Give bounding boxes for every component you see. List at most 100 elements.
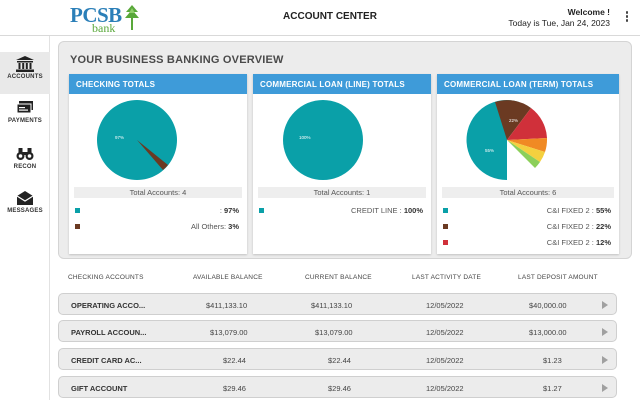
page-title: ACCOUNT CENTER [283,11,377,22]
last-deposit-amount: $1.23 [543,356,562,365]
legend-value: 22% [595,222,611,231]
column-header-last-activity[interactable]: LAST ACTIVITY DATE [412,274,481,281]
sidebar-item-recon[interactable]: RECON [0,142,50,184]
chevron-right-icon[interactable] [602,328,608,336]
sidebar-item-label: PAYMENTS [8,118,42,124]
date-text: Today is Tue, Jan 24, 2023 [508,18,610,28]
legend-value: 12% [595,238,611,247]
legend-name: All Others: [191,222,227,231]
legend-text: : 97% [219,206,239,215]
legend-text: C&I FIXED 2 : 22% [547,222,611,232]
available-balance: $411,133.10 [206,301,248,310]
current-balance: $22.44 [328,356,351,365]
legend-name: CREDIT LINE : [351,206,402,215]
legend-swatch [443,224,448,229]
legend-item: C&I FIXED 2 : 22% [443,222,611,232]
available-balance: $22.44 [223,356,246,365]
legend-swatch [443,208,448,213]
legend-name: C&I FIXED 2 : [546,206,594,215]
last-deposit-amount: $1.27 [543,384,562,393]
current-balance: $13,079.00 [315,328,353,337]
envelope-icon [16,191,34,205]
sidebar-item-payments[interactable]: PAYMENTS [0,96,50,138]
account-name: OPERATING ACCO... [71,301,146,310]
last-activity-date: 12/05/2022 [426,384,464,393]
account-name: CREDIT CARD AC... [71,356,142,365]
sidebar-item-messages[interactable]: MESSAGES [0,186,50,228]
kebab-menu-icon[interactable] [624,11,630,25]
legend-value: 100% [403,206,423,215]
sidebar-item-label: MESSAGES [7,208,43,214]
app-header: PCSB bank ACCOUNT CENTER Welcome ! Today… [0,0,640,36]
account-row[interactable]: CREDIT CARD AC... $22.44 $22.44 12/05/20… [58,348,617,370]
chevron-right-icon[interactable] [602,356,608,364]
checking-pie-chart: 97% [96,100,177,180]
total-accounts: Total Accounts: 4 [74,187,242,198]
account-name: PAYROLL ACCOUN... [71,328,147,337]
legend-name: C&I FIXED 2 : [546,238,594,247]
pcsb-logo[interactable]: PCSB bank [70,3,150,35]
pie-slice-4 [507,138,548,152]
legend-text: C&I FIXED 2 : 12% [547,238,611,248]
legend-value: 97% [223,206,239,215]
chevron-right-icon[interactable] [602,301,608,309]
account-row[interactable]: PAYROLL ACCOUN... $13,079.00 $13,079.00 … [58,320,617,342]
account-row[interactable]: GIFT ACCOUNT $29.46 $29.46 12/05/2022 $1… [58,376,617,398]
sidebar-item-label: RECON [13,164,37,170]
sidebar: ACCOUNTS PAYMENTS RECON MESSAGES [0,36,50,400]
total-accounts: Total Accounts: 1 [258,187,426,198]
pie-label: 100% [299,135,311,140]
sidebar-item-label: ACCOUNTS [7,74,43,80]
legend-text: C&I FIXED 2 : 55% [547,206,611,216]
logo-text: PCSB [70,3,122,27]
current-balance: $411,133.10 [311,301,353,310]
account-row[interactable]: OPERATING ACCO... $411,133.10 $411,133.1… [58,293,617,315]
legend-name: C&I FIXED 2 : [546,222,594,231]
pie-slice-5 [507,140,545,162]
legend-text: All Others: 3% [191,222,239,232]
pie-slice-main [283,100,363,180]
legend-value: 3% [228,222,239,231]
legend-text: CREDIT LINE : 100% [351,206,423,216]
overview-title: YOUR BUSINESS BANKING OVERVIEW [70,54,284,66]
pie-label: 97% [115,135,124,140]
column-header-current[interactable]: CURRENT BALANCE [305,274,372,281]
bank-icon [16,56,34,72]
welcome-text: Welcome ! [567,7,610,17]
welcome-block: Welcome ! Today is Tue, Jan 24, 2023 [508,7,610,29]
logo-subtext: bank [92,21,116,35]
loan-term-pie-chart: 55% 22% [466,100,548,181]
pie-slice-2 [495,100,531,140]
binoculars-icon [16,148,34,160]
pie-label-main: 55% [485,148,494,153]
payments-icon [16,101,33,114]
legend-swatch [443,240,448,245]
column-header-last-deposit[interactable]: LAST DEPOSIT AMOUNT [518,274,598,281]
last-deposit-amount: $13,000.00 [529,328,567,337]
pie-slice-3 [507,108,547,140]
loan-term-totals-card[interactable]: COMMERCIAL LOAN (TERM) TOTALS 55% 22% To… [437,74,619,254]
last-activity-date: 12/05/2022 [426,328,464,337]
last-activity-date: 12/05/2022 [426,301,464,310]
last-activity-date: 12/05/2022 [426,356,464,365]
current-balance: $29.46 [328,384,351,393]
loan-line-pie-chart: 100% [283,100,363,180]
account-name: GIFT ACCOUNT [71,384,128,393]
card-title: COMMERCIAL LOAN (LINE) TOTALS [253,74,431,94]
chevron-right-icon[interactable] [602,384,608,392]
column-header-account[interactable]: CHECKING ACCOUNTS [68,274,144,281]
available-balance: $13,079.00 [210,328,248,337]
tree-icon [125,5,139,30]
banking-overview-panel: YOUR BUSINESS BANKING OVERVIEW CHECKING … [58,41,632,259]
checking-totals-card[interactable]: CHECKING TOTALS 97% Total Accounts: 4 : … [69,74,247,254]
card-title: CHECKING TOTALS [69,74,247,94]
pie-slice-others [137,140,168,170]
sidebar-item-accounts[interactable]: ACCOUNTS [0,52,50,94]
available-balance: $29.46 [223,384,246,393]
legend-swatch [259,208,264,213]
last-deposit-amount: $40,000.00 [529,301,567,310]
pie-slice-6 [507,140,540,168]
column-header-available[interactable]: AVAILABLE BALANCE [193,274,263,281]
total-accounts: Total Accounts: 6 [442,187,614,198]
loan-line-totals-card[interactable]: COMMERCIAL LOAN (LINE) TOTALS 100% Total… [253,74,431,254]
